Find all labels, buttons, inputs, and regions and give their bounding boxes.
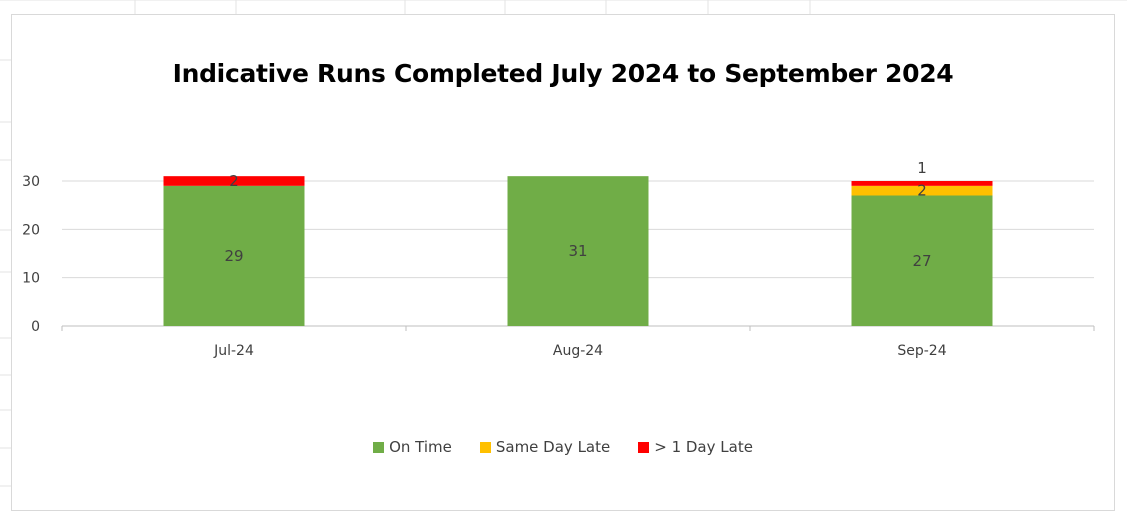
x-tick-label: Aug-24 bbox=[553, 343, 603, 359]
data-label: 2 bbox=[229, 172, 239, 190]
data-label: 2 bbox=[917, 182, 927, 200]
y-tick-label: 10 bbox=[22, 271, 40, 287]
x-tick-label: Sep-24 bbox=[897, 343, 946, 359]
legend-label: Same Day Late bbox=[495, 438, 611, 456]
bar-1-day-late bbox=[163, 176, 305, 186]
y-tick-label: 0 bbox=[31, 319, 40, 335]
legend-item: Same Day Late bbox=[479, 438, 611, 456]
bar-on-time bbox=[507, 176, 649, 326]
legend-label: On Time bbox=[389, 438, 452, 456]
legend-item: On Time bbox=[373, 438, 452, 456]
plot-area: 0 10 20 30 29 2 Jul-24 31 Aug-24 27 2 1 Sep-24 bbox=[22, 159, 1095, 359]
legend-swatch bbox=[373, 441, 385, 453]
legend-label: > 1 Day Late bbox=[654, 438, 753, 456]
x-tick-label: Jul-24 bbox=[213, 343, 254, 359]
bar-same-day-late bbox=[851, 185, 993, 196]
legend-swatch bbox=[638, 441, 650, 453]
y-tick-label: 20 bbox=[22, 222, 40, 238]
chart-title: Indicative Runs Completed July 2024 to S… bbox=[172, 59, 954, 88]
data-label: 1 bbox=[917, 159, 927, 177]
legend-swatch bbox=[479, 441, 491, 453]
y-tick-label: 30 bbox=[22, 174, 40, 190]
bar-on-time bbox=[851, 195, 993, 326]
legend-item: > 1 Day Late bbox=[638, 438, 753, 456]
bar-1-day-late bbox=[851, 181, 993, 186]
data-label: 29 bbox=[224, 247, 243, 265]
data-label: 31 bbox=[568, 242, 587, 260]
data-label: 27 bbox=[912, 252, 931, 270]
chart-area: Indicative Runs Completed July 2024 to S… bbox=[11, 14, 1115, 511]
bar-on-time bbox=[163, 185, 305, 326]
legend: On Time Same Day Late > 1 Day Late bbox=[12, 438, 1114, 456]
